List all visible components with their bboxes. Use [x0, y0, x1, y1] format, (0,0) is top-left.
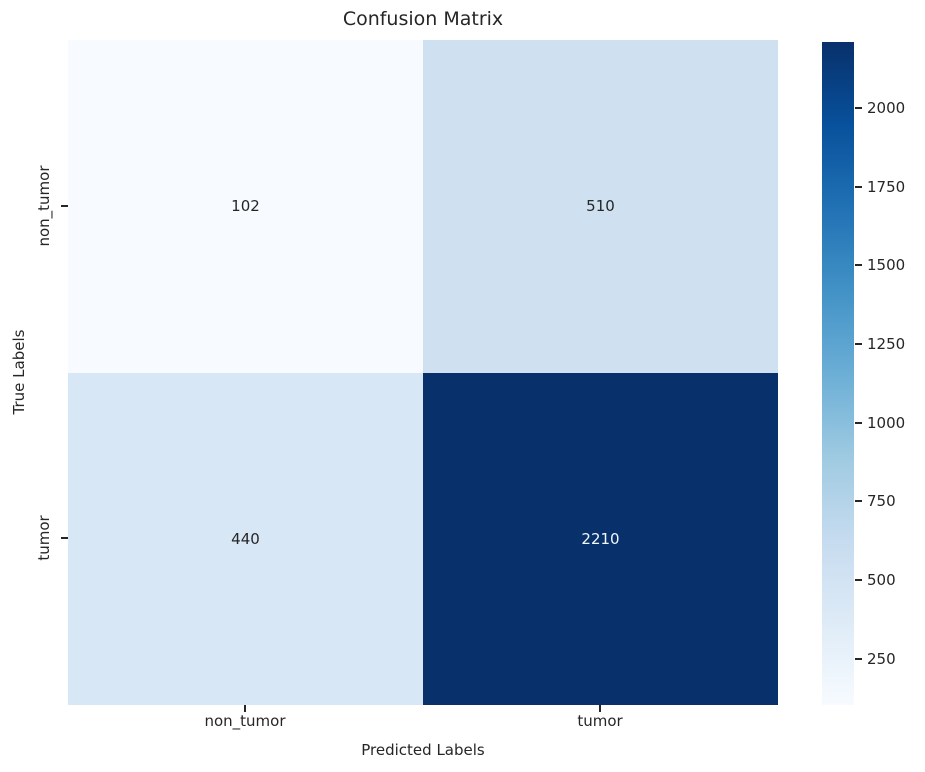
- colorbar-tick-mark: [855, 657, 862, 660]
- cell-value: 102: [231, 197, 260, 216]
- colorbar-tick-mark: [855, 264, 862, 267]
- colorbar-tick-mark: [855, 185, 862, 188]
- cell-value: 510: [586, 197, 615, 216]
- heatmap-cell-non_tumor-tumor: 510: [423, 40, 778, 373]
- colorbar-tick-label: 1500: [867, 256, 906, 275]
- colorbar: [822, 42, 854, 705]
- colorbar-tick-label: 750: [867, 492, 896, 511]
- y-tick-mark-non-tumor: [61, 205, 68, 207]
- y-tick-label-tumor: tumor: [35, 515, 53, 561]
- heatmap: 102 510 440 2210: [68, 40, 778, 705]
- colorbar-tick-mark: [855, 107, 862, 109]
- colorbar-tick-label: 250: [867, 649, 896, 668]
- x-tick-label-tumor: tumor: [577, 712, 623, 730]
- heatmap-cell-non_tumor-non_tumor: 102: [68, 40, 423, 373]
- x-axis-label: Predicted Labels: [361, 741, 485, 759]
- x-tick-mark-tumor: [599, 705, 601, 712]
- x-tick-label-non-tumor: non_tumor: [204, 712, 286, 730]
- y-tick-mark-tumor: [61, 537, 68, 539]
- colorbar-tick-label: 1000: [867, 413, 906, 432]
- cell-value: 2210: [581, 529, 620, 548]
- colorbar-tick-mark: [855, 421, 862, 424]
- cell-value: 440: [231, 529, 260, 548]
- colorbar-tick-mark: [855, 578, 862, 581]
- y-tick-label-non-tumor: non_tumor: [35, 165, 53, 247]
- colorbar-tick-mark: [855, 342, 862, 345]
- heatmap-cell-tumor-non_tumor: 440: [68, 372, 423, 705]
- colorbar-tick-label: 1750: [867, 177, 906, 196]
- colorbar-tick-mark: [855, 500, 862, 503]
- colorbar-tick-label: 2000: [867, 99, 906, 117]
- x-tick-mark-non-tumor: [244, 705, 246, 712]
- chart-title: Confusion Matrix: [342, 8, 504, 30]
- heatmap-cell-tumor-tumor: 2210: [423, 372, 778, 705]
- y-axis-label: True Labels: [10, 329, 28, 415]
- colorbar-tick-label: 500: [867, 570, 896, 589]
- colorbar-tick-label: 1250: [867, 334, 906, 353]
